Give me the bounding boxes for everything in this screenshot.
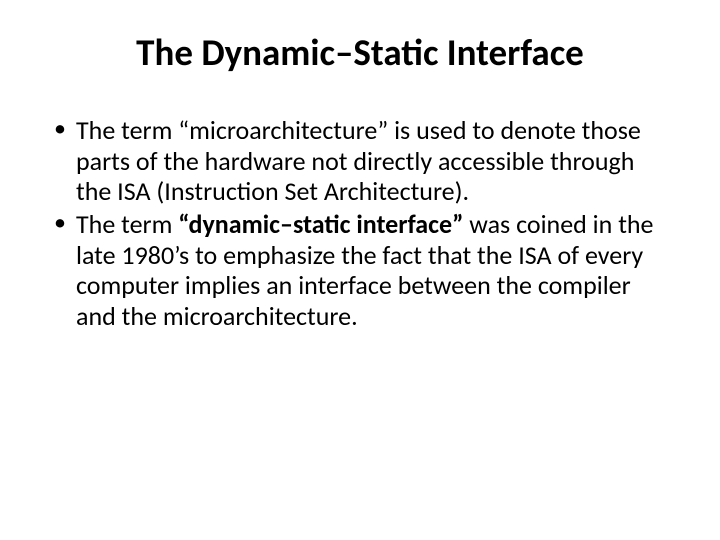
slide-title: The Dynamic–Static Interface: [48, 30, 672, 75]
bullet-text: The term “microarchitecture” is used to …: [76, 114, 641, 207]
bullet-list: The term “microarchitecture” is used to …: [48, 115, 672, 332]
list-item: The term “dynamic–static interface” was …: [52, 209, 672, 332]
bullet-text: The term: [76, 208, 178, 240]
list-item: The term “microarchitecture” is used to …: [52, 115, 672, 207]
bullet-bold: “dynamic–static interface”: [178, 208, 463, 240]
slide: The Dynamic–Static Interface The term “m…: [0, 0, 720, 540]
